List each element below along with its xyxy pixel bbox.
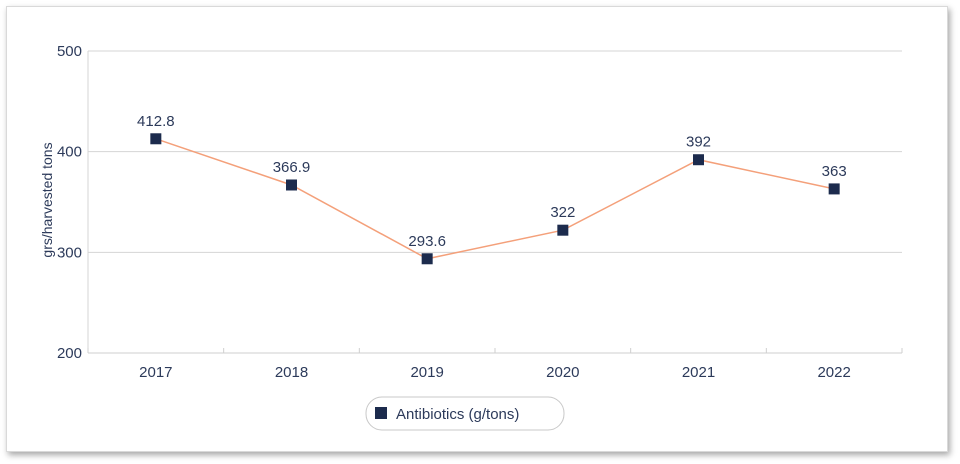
data-label: 366.9 <box>273 159 311 176</box>
legend-box <box>365 396 565 431</box>
data-point-marker <box>828 183 840 195</box>
data-label: 293.6 <box>408 233 446 250</box>
data-label: 392 <box>686 134 711 151</box>
legend: Antibiotics (g/tons) <box>365 396 565 431</box>
x-tick-labels: 2017 2018 2019 2020 2021 2022 <box>139 364 851 381</box>
data-point-marker <box>693 154 704 166</box>
y-tick-label: 200 <box>57 345 82 362</box>
series-line <box>155 138 835 260</box>
x-tick-label: 2021 <box>682 364 715 381</box>
chart-frame <box>6 6 948 452</box>
x-tick-label: 2017 <box>139 364 172 381</box>
y-tick-labels: 200 300 400 500 <box>57 43 82 362</box>
legend-label: Antibiotics (g/tons) <box>396 406 519 423</box>
x-tick-label: 2020 <box>546 364 579 381</box>
data-label: 322 <box>550 204 575 221</box>
gridlines <box>87 50 902 353</box>
data-point-marker <box>557 224 569 236</box>
y-tick-label: 400 <box>57 144 82 161</box>
data-label: 412.8 <box>137 113 175 130</box>
data-label: 363 <box>822 163 847 180</box>
x-tick-label: 2019 <box>410 364 443 381</box>
x-tick-label: 2018 <box>275 364 308 381</box>
x-tick-label: 2022 <box>817 364 850 381</box>
series-antibiotics <box>150 133 840 265</box>
y-tick-label: 300 <box>57 244 82 261</box>
data-point-marker <box>286 179 297 191</box>
data-point-marker <box>421 253 433 265</box>
y-axis-label: grs/harvested tons <box>39 142 55 257</box>
y-tick-label: 500 <box>57 43 82 60</box>
data-point-marker <box>150 133 162 145</box>
x-axis <box>87 348 903 354</box>
data-labels: 412.8 366.9 293.6 322 392 363 <box>137 113 847 250</box>
legend-marker <box>375 407 387 419</box>
